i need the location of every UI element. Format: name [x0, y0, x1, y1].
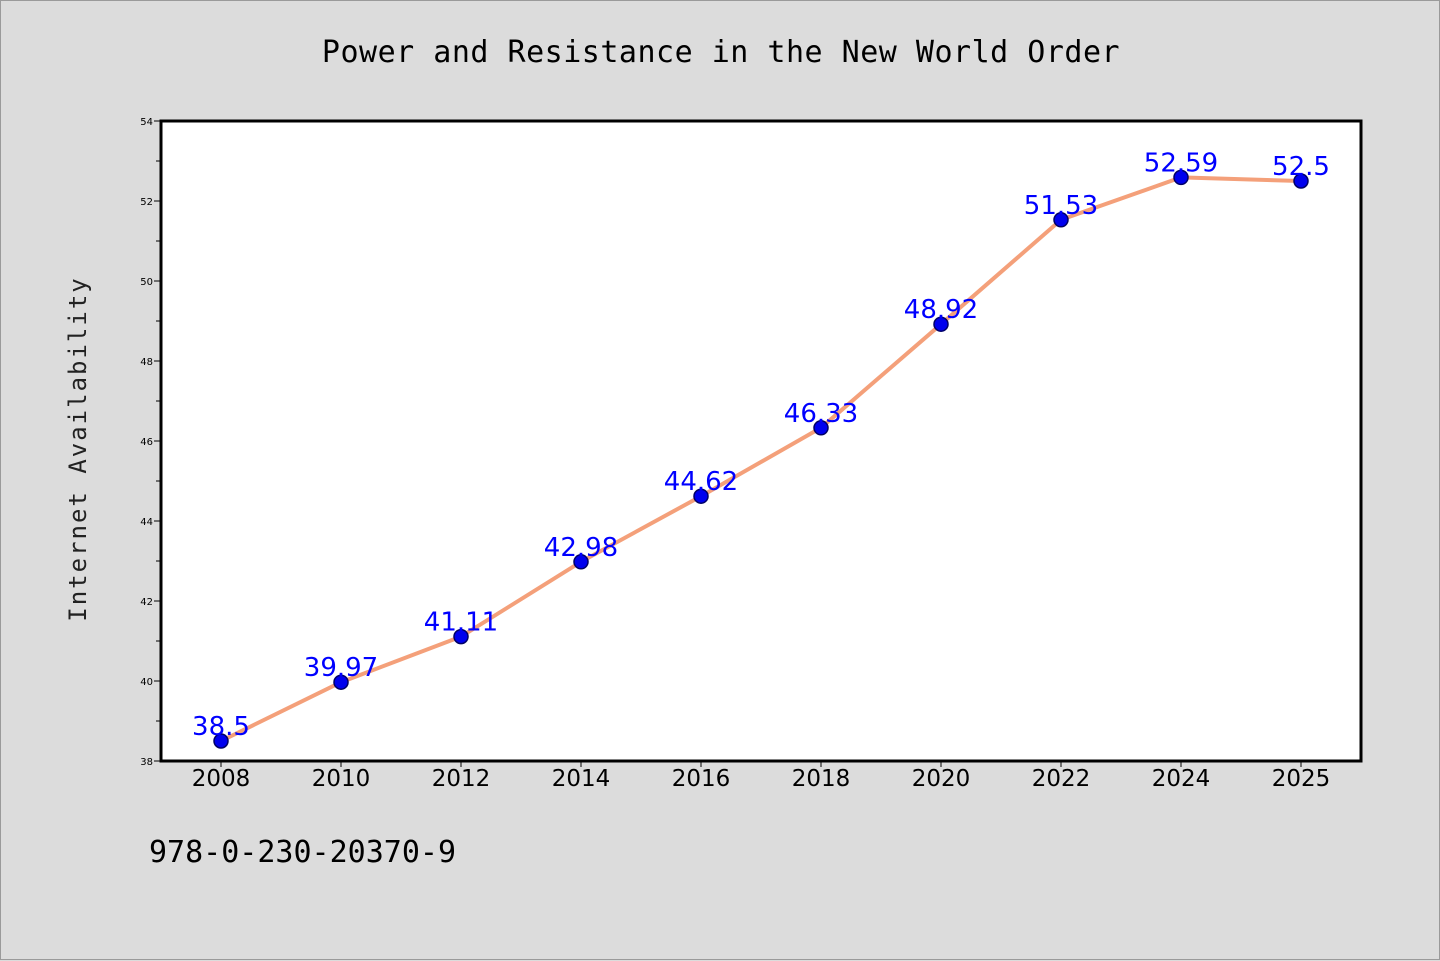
x-tick-label: 2022 [1032, 766, 1091, 792]
y-tick-label: 54 [140, 117, 153, 128]
data-point [933, 316, 949, 332]
plot-area [159, 119, 1363, 763]
data-label: 38.5 [192, 712, 250, 742]
x-tick-label: 2010 [312, 766, 371, 792]
chart-title: Power and Resistance in the New World Or… [321, 35, 1121, 70]
data-label: 52.59 [1144, 148, 1218, 178]
data-point [453, 628, 469, 645]
y-tick-label: 42 [140, 597, 153, 608]
x-tick-label: 2018 [792, 766, 851, 792]
data-label: 42.98 [544, 533, 618, 563]
data-label: 46.33 [784, 399, 858, 429]
x-tick-label: 2008 [192, 766, 251, 792]
x-tick-label: 2012 [432, 766, 491, 792]
x-tick-label: 2014 [552, 766, 611, 792]
y-tick-label: 40 [140, 677, 153, 688]
data-point [1293, 173, 1309, 189]
data-point [213, 733, 229, 749]
y-tick-label: 44 [140, 517, 153, 528]
data-label: 51.53 [1024, 191, 1098, 221]
series-line [219, 175, 1303, 743]
x-tick-label: 2024 [1152, 766, 1211, 792]
data-point [1053, 212, 1069, 228]
data-point [813, 420, 829, 436]
data-point [1173, 169, 1189, 186]
y-tick-label: 52 [140, 197, 153, 208]
data-label: 48.92 [904, 295, 978, 325]
data-label: 39.97 [304, 653, 378, 683]
y-tick-label: 48 [140, 357, 153, 368]
x-tick-label: 2020 [912, 766, 971, 792]
y-tick-label: 38 [140, 757, 153, 768]
footer-isbn: 978-0-230-20370-9 [149, 835, 457, 870]
data-label: 44.62 [664, 467, 738, 497]
data-label: 41.11 [424, 608, 498, 638]
x-tick-label: 2025 [1272, 766, 1331, 792]
y-tick-label: 50 [140, 277, 153, 288]
data-point [573, 554, 589, 570]
data-point [693, 488, 709, 504]
data-label: 52.5 [1272, 152, 1330, 182]
data-point [333, 674, 349, 690]
y-tick-label: 46 [140, 437, 153, 448]
x-tick-label: 2016 [672, 766, 731, 792]
